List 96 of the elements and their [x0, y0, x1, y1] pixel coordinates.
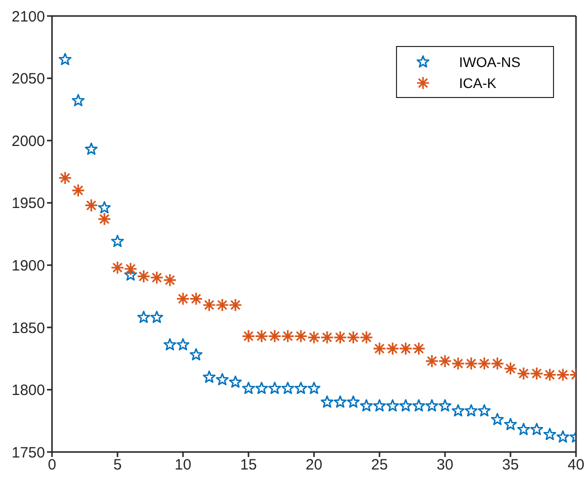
x-tick-label: 30 — [436, 456, 454, 474]
point — [320, 330, 334, 344]
point — [242, 382, 255, 394]
point — [452, 404, 465, 416]
point — [308, 382, 320, 394]
x-tick-label: 0 — [48, 456, 56, 474]
point — [464, 404, 478, 416]
point — [360, 399, 373, 412]
point — [110, 260, 124, 274]
point — [320, 395, 334, 408]
x-tick-label: 20 — [306, 456, 322, 474]
point — [556, 368, 570, 382]
point — [530, 366, 544, 380]
point — [530, 422, 544, 436]
point — [386, 399, 400, 412]
point — [228, 298, 242, 312]
point — [163, 273, 177, 287]
point — [490, 412, 504, 426]
point — [176, 338, 190, 350]
x-tick-label: 10 — [174, 456, 192, 474]
point — [516, 366, 530, 380]
y-tick-label: 1900 — [12, 257, 45, 274]
point — [333, 330, 347, 344]
point — [190, 348, 203, 360]
point — [268, 382, 282, 394]
point — [111, 234, 124, 248]
point — [72, 94, 85, 106]
point — [268, 329, 282, 343]
point — [242, 329, 256, 343]
point — [254, 329, 268, 343]
y-tick-label: 2100 — [12, 8, 45, 26]
x-tick-label: 5 — [113, 456, 122, 474]
point — [360, 330, 374, 344]
y-tick-label: 1850 — [12, 320, 45, 337]
point — [255, 382, 268, 394]
point — [71, 184, 85, 198]
x-tick-label: 15 — [240, 456, 257, 474]
point — [490, 356, 504, 370]
point — [150, 310, 164, 324]
point — [412, 399, 426, 412]
y-tick-label: 1800 — [12, 382, 45, 400]
point — [136, 270, 150, 284]
point — [543, 428, 556, 440]
x-tick-label: 25 — [371, 456, 388, 474]
point — [438, 354, 452, 368]
point — [386, 342, 400, 356]
point — [98, 212, 112, 226]
y-tick-label: 2000 — [12, 132, 45, 150]
point — [399, 399, 412, 412]
point — [412, 342, 426, 356]
point — [451, 356, 465, 370]
point — [281, 329, 295, 343]
point — [425, 354, 439, 368]
point — [98, 201, 111, 214]
point — [346, 395, 360, 408]
x-tick-label: 40 — [568, 456, 584, 474]
point — [294, 382, 308, 394]
point — [346, 330, 360, 344]
point — [543, 368, 557, 382]
legend-label: ICA-K — [459, 74, 498, 90]
legend-label: IWOA-NS — [459, 54, 522, 70]
point — [438, 399, 452, 412]
y-tick-label: 1750 — [12, 444, 45, 462]
point — [478, 356, 492, 370]
x-tick-label: 35 — [502, 456, 519, 474]
point — [58, 52, 72, 66]
point — [58, 171, 72, 185]
point — [294, 329, 308, 343]
point — [150, 270, 164, 284]
point — [464, 356, 478, 370]
point — [281, 382, 294, 394]
point — [372, 342, 386, 356]
point — [517, 422, 530, 436]
point — [163, 338, 176, 350]
point — [478, 404, 491, 416]
y-tick-label: 1950 — [12, 195, 45, 212]
point — [84, 198, 98, 212]
point — [84, 142, 98, 155]
point — [228, 376, 242, 388]
point — [137, 310, 150, 324]
point — [504, 362, 518, 376]
point — [334, 395, 347, 408]
point — [124, 262, 138, 276]
point — [216, 373, 229, 386]
point — [425, 399, 438, 412]
point — [189, 292, 203, 306]
point — [176, 292, 190, 306]
point — [202, 298, 216, 312]
point — [307, 330, 321, 344]
point — [504, 418, 517, 430]
point — [202, 370, 216, 383]
point — [398, 342, 412, 356]
point — [373, 399, 386, 412]
point — [556, 430, 570, 443]
y-tick-label: 2050 — [12, 70, 45, 88]
point — [216, 298, 230, 312]
